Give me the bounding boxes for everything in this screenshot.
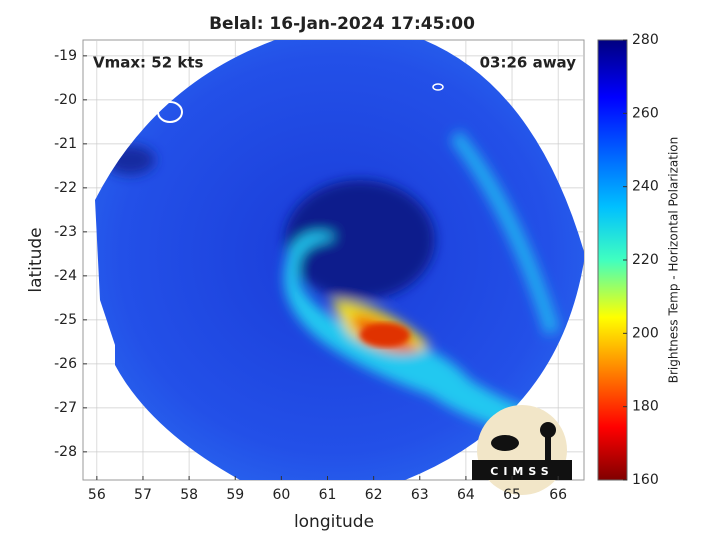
y-tick-label: -28: [54, 444, 77, 460]
colorbar-tick-label: 240: [632, 179, 659, 195]
x-tick-label: 63: [411, 487, 429, 503]
chart-title: Belal: 16-Jan-2024 17:45:00: [209, 14, 475, 34]
annotation: Vmax: 52 kts: [93, 54, 203, 72]
y-tick-label: -19: [54, 48, 77, 64]
logo: CIMSS: [472, 405, 572, 495]
x-tick-label: 64: [457, 487, 475, 503]
y-tick-label: -26: [54, 356, 77, 372]
logo-text: CIMSS: [490, 465, 553, 478]
x-tick-label: 60: [272, 487, 290, 503]
colorbar-tick-label: 260: [632, 105, 659, 121]
y-tick-label: -23: [54, 224, 77, 240]
colorbar-tick-label: 220: [632, 252, 659, 268]
colorbar-label: Brightness Temp - Horizontal Polarizatio…: [667, 137, 681, 384]
colorbar-tick-label: 280: [632, 32, 659, 48]
x-tick-label: 58: [180, 487, 198, 503]
annotation: 03:26 away: [480, 54, 577, 72]
y-axis-label: latitude: [26, 227, 46, 292]
colorbar-tick-label: 180: [632, 399, 659, 415]
x-tick-label: 56: [88, 487, 106, 503]
y-tick-label: -27: [54, 400, 77, 416]
colorbar-tick-label: 160: [632, 472, 659, 488]
y-tick-label: -21: [54, 136, 77, 152]
x-axis-label: longitude: [294, 512, 374, 532]
colorbar-tick-label: 200: [632, 325, 659, 341]
x-tick-label: 62: [365, 487, 383, 503]
satellite-image: [95, 40, 584, 480]
x-tick-label: 59: [226, 487, 244, 503]
x-tick-label: 65: [503, 487, 521, 503]
x-tick-label: 61: [319, 487, 337, 503]
y-tick-label: -20: [54, 92, 77, 108]
colorbar: [597, 39, 628, 481]
y-tick-label: -25: [54, 312, 77, 328]
y-tick-label: -24: [54, 268, 77, 284]
x-tick-label: 57: [134, 487, 152, 503]
x-tick-label: 66: [549, 487, 567, 503]
y-tick-label: -22: [54, 180, 77, 196]
